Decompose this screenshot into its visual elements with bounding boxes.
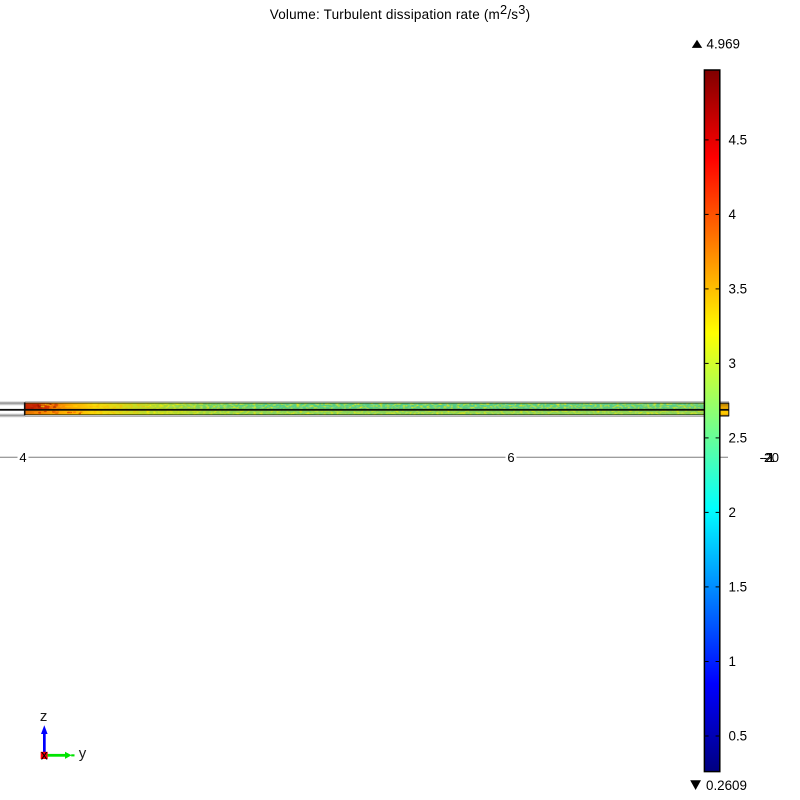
svg-text:4: 4 xyxy=(19,450,26,465)
svg-text:2: 2 xyxy=(729,505,736,520)
svg-text:-2: -2 xyxy=(760,450,772,465)
svg-text:0.2609: 0.2609 xyxy=(706,778,747,793)
svg-text:2.5: 2.5 xyxy=(729,431,748,446)
svg-text:4: 4 xyxy=(729,207,737,222)
svg-text:3: 3 xyxy=(729,356,736,371)
svg-text:0.5: 0.5 xyxy=(729,729,748,744)
svg-text:6: 6 xyxy=(507,450,514,465)
svg-text:1.5: 1.5 xyxy=(729,580,748,595)
svg-text:1: 1 xyxy=(768,450,775,465)
svg-text:1: 1 xyxy=(729,654,736,669)
svg-text:0: 0 xyxy=(772,450,779,465)
svg-text:2: 2 xyxy=(766,450,773,465)
svg-text:z: z xyxy=(40,708,48,725)
svg-text:3.5: 3.5 xyxy=(729,282,748,297)
svg-text:y: y xyxy=(79,745,87,762)
svg-text:4.5: 4.5 xyxy=(729,133,748,148)
svg-text:-1: -1 xyxy=(763,450,775,465)
svg-text:4.969: 4.969 xyxy=(707,37,741,52)
svg-text:x: x xyxy=(41,748,48,763)
